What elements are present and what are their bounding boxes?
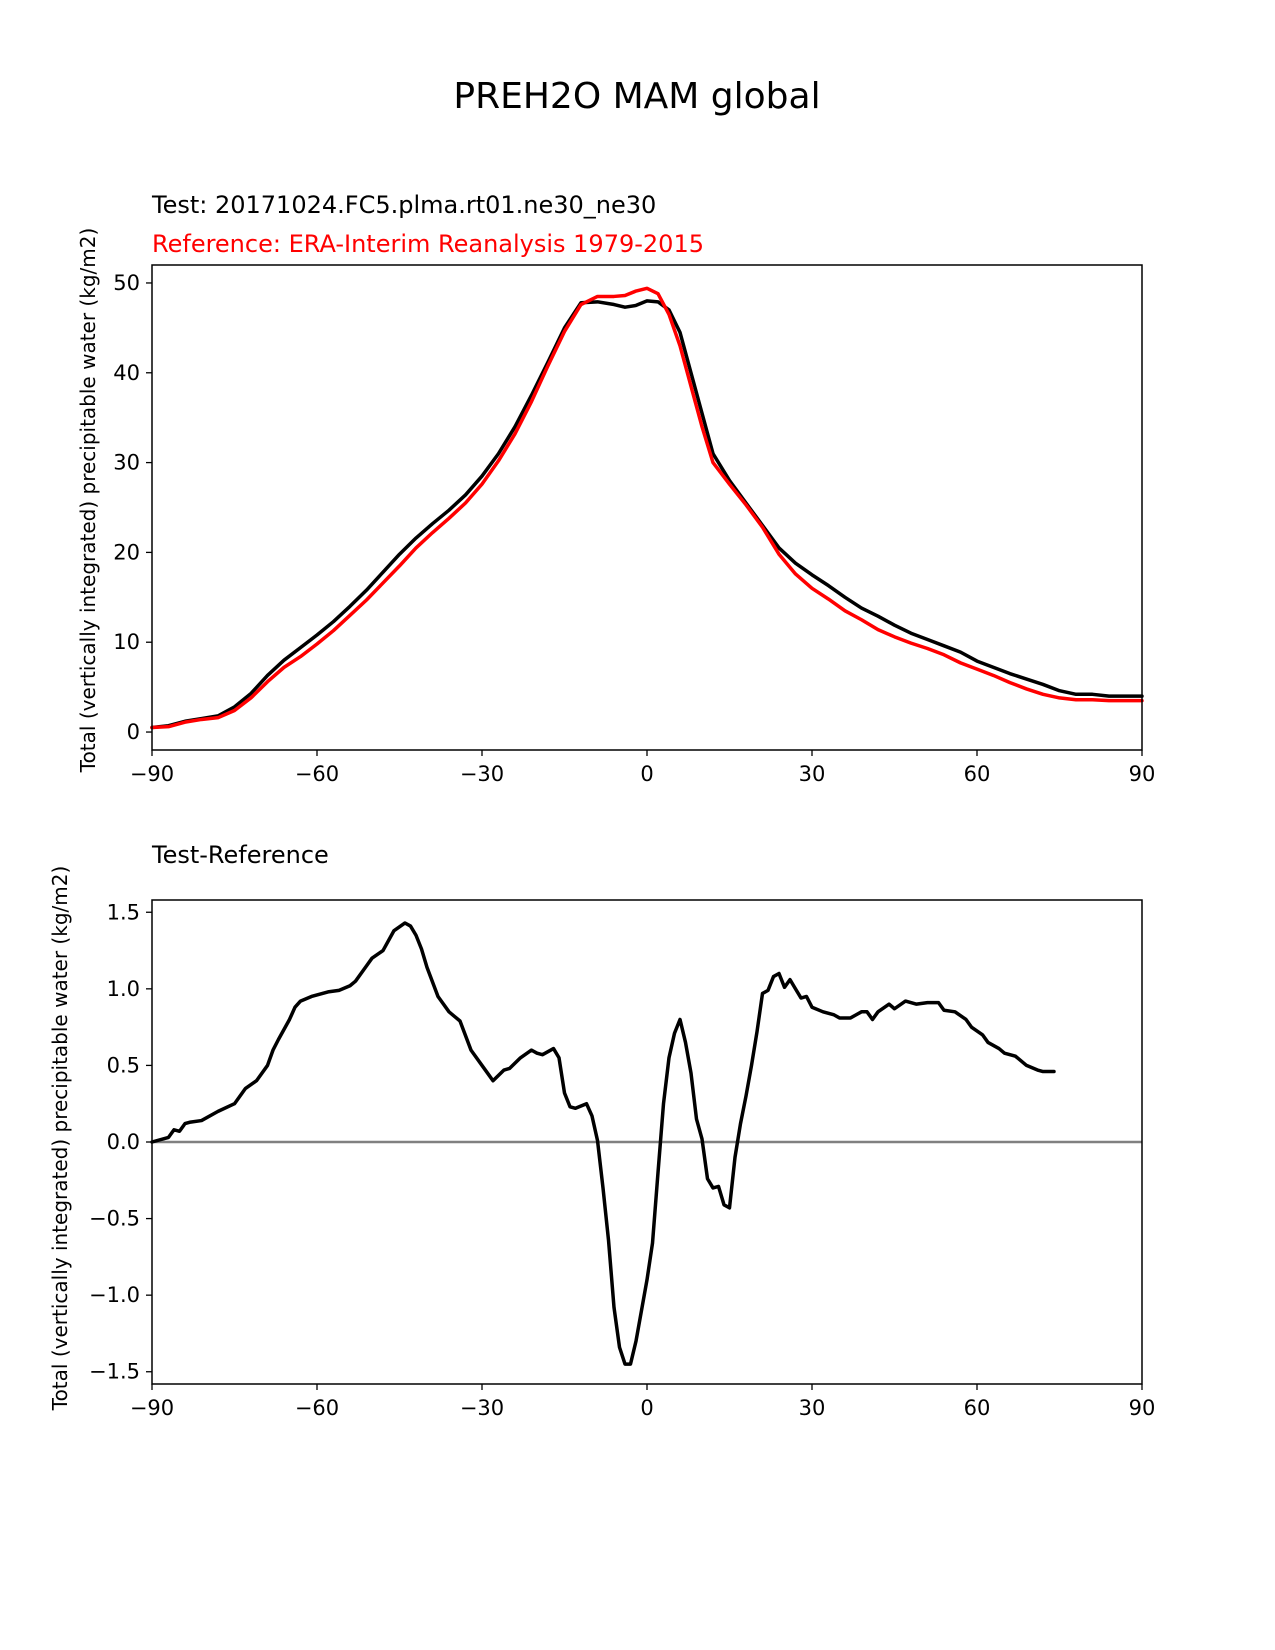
bottom-x-tick-label: −30	[460, 1396, 504, 1420]
bottom-y-tick-label: −1.0	[89, 1283, 140, 1307]
top-series-reference-line	[150, 286, 1144, 730]
diff-title: Test-Reference	[151, 841, 329, 869]
bottom-y-tick-label: 1.5	[107, 900, 140, 924]
bottom-y-tick-label: 0.5	[107, 1053, 140, 1077]
bottom-y-tick-label: 0.0	[107, 1130, 140, 1154]
bottom-plot-area: −90 −60 −30 0 30 60 90 −1.5 −1.0 −0.5 0.0 0.5 1.0 1.5	[89, 899, 1156, 1420]
top-x-tick-label: −90	[130, 762, 174, 786]
top-plot-area: −90 −60 −30 0 30 60 90 0 10 20 30 40 50	[113, 264, 1156, 786]
bottom-x-tick-label: −90	[130, 1396, 174, 1420]
bottom-x-tick-label: 60	[964, 1396, 991, 1420]
top-x-tick-label: 0	[640, 762, 653, 786]
bottom-y-tick-label: −0.5	[89, 1207, 140, 1231]
top-y-tick-label: 50	[113, 271, 140, 295]
bottom-x-tick-label: 0	[640, 1396, 653, 1420]
top-x-tick-label: 30	[799, 762, 826, 786]
top-x-tick-label: 60	[964, 762, 991, 786]
top-y-tick-label: 40	[113, 361, 140, 385]
top-y-tick-label: 20	[113, 540, 140, 564]
top-series-test-line	[150, 299, 1144, 730]
top-x-tick-label: 90	[1129, 762, 1156, 786]
reference-label: Reference: ERA-Interim Reanalysis 1979-2…	[152, 230, 704, 258]
top-y-tick-label: 0	[127, 720, 140, 744]
test-label: Test: 20171024.FC5.plma.rt01.ne30_ne30	[151, 191, 656, 219]
bottom-series-test-reference-line	[150, 921, 1056, 1366]
top-y-tick-label: 10	[113, 630, 140, 654]
top-x-tick-label: −60	[295, 762, 339, 786]
top-x-tick-label: −30	[460, 762, 504, 786]
bottom-y-tick-label: −1.5	[89, 1360, 140, 1384]
figure-title: PREH2O MAM global	[453, 76, 820, 117]
top-y-axis-label: Total (vertically integrated) precipitab…	[76, 228, 100, 774]
bottom-x-tick-label: −60	[295, 1396, 339, 1420]
bottom-y-axis-label: Total (vertically integrated) precipitab…	[48, 866, 72, 1412]
bottom-x-tick-label: 30	[799, 1396, 826, 1420]
bottom-x-tick-label: 90	[1129, 1396, 1156, 1420]
bottom-y-tick-label: 1.0	[107, 977, 140, 1001]
top-y-tick-label: 30	[113, 451, 140, 475]
